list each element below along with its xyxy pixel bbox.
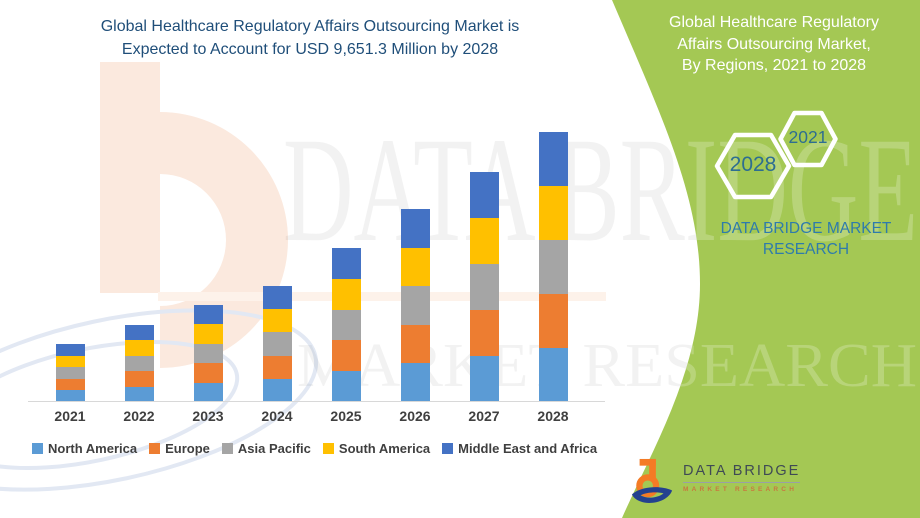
logo-subtitle: MARKET RESEARCH [683, 486, 798, 493]
logo-title: DATA BRIDGE [683, 463, 801, 483]
bar-segment [55, 378, 85, 391]
legend-label: Europe [165, 441, 210, 456]
bar-segment [400, 208, 430, 248]
bar-segment [331, 309, 361, 341]
bar-segment [262, 309, 292, 333]
legend-item-europe: Europe [149, 441, 210, 456]
bar-segment [331, 371, 361, 402]
x-axis-label: 2022 [123, 408, 155, 424]
x-axis-label: 2023 [192, 408, 224, 424]
hexagon-2021-icon [778, 110, 838, 168]
bar-segment [193, 304, 223, 325]
bar-segment [193, 324, 223, 344]
bar-segment [124, 371, 154, 387]
hexagon-year-2028: 2028 [729, 153, 777, 176]
bar-segment [55, 367, 85, 379]
x-axis-label: 2028 [537, 408, 569, 424]
bar-segment [331, 248, 361, 279]
bar-segment [124, 325, 154, 341]
legend-item-asia-pacific: Asia Pacific [221, 441, 311, 456]
bar-segment [538, 348, 568, 402]
bar-segment [124, 386, 154, 402]
brand-text: DATA BRIDGE MARKET RESEARCH [698, 219, 914, 260]
bar-segment [193, 363, 223, 383]
x-axis-label: 2026 [399, 408, 431, 424]
bar-segment [400, 363, 430, 402]
main-title: Global Healthcare Regulatory Affairs Out… [35, 16, 585, 61]
bar-segment [55, 355, 85, 368]
bar-segment [331, 340, 361, 372]
bar-segment [262, 355, 292, 379]
hexagon-year-2021: 2021 [788, 127, 828, 147]
dbmr-logo: DATA BRIDGE MARKET RESEARCH [631, 455, 801, 505]
bar-segment [469, 217, 499, 264]
bar-segment [331, 278, 361, 310]
bar-segment [55, 343, 85, 356]
bar-segment [55, 390, 85, 402]
legend-swatch-asia-pacific [221, 443, 233, 454]
x-axis-label: 2024 [261, 408, 293, 424]
dbmr-logo-mark-icon [631, 458, 673, 503]
bar-segment [469, 309, 499, 356]
legend-swatch-north-america [32, 443, 43, 454]
bar-segment [469, 171, 499, 218]
legend-item-middle-east-africa: Middle East and Africa [442, 441, 597, 456]
bar-segment [469, 263, 499, 310]
legend-item-south-america: South America [322, 441, 431, 456]
bar-segment [124, 355, 154, 372]
bar-segment [124, 340, 154, 356]
bar-segment [262, 332, 292, 356]
main-title-line1: Global Healthcare Regulatory Affairs Out… [100, 18, 520, 35]
green-panel-shape [612, 0, 920, 518]
bar-segment [400, 324, 430, 364]
bar-segment [538, 132, 568, 186]
bar-segment [469, 355, 499, 402]
brand-text-line2: RESEARCH [762, 240, 850, 258]
bar-segment [262, 378, 292, 402]
bar-segment [400, 247, 430, 287]
legend-swatch-south-america [322, 443, 334, 454]
bar-segment [262, 285, 292, 310]
legend-label: Asia Pacific [237, 441, 311, 456]
main-title-line2: Expected to Account for USD 9,651.3 Mill… [121, 40, 499, 58]
bar-segment [538, 294, 568, 348]
side-panel-heading: Global Healthcare Regulatory Affairs Out… [640, 12, 908, 77]
legend-label: North America [48, 441, 138, 456]
bar-segment [193, 343, 223, 364]
bar-segment [538, 186, 568, 240]
x-axis-label: 2025 [330, 408, 362, 424]
side-panel-heading-line2: Affairs Outsourcing Market, [677, 35, 871, 53]
bar-segment [538, 240, 568, 294]
bar-segment [193, 382, 223, 402]
peach-logo-watermark [100, 62, 606, 368]
legend-item-north-america: North America [32, 441, 137, 456]
x-axis-line [28, 401, 605, 402]
x-axis-label: 2021 [54, 408, 86, 424]
chart-legend: North America Europe Asia Pacific South … [32, 441, 597, 456]
legend-label: Middle East and Africa [458, 441, 598, 456]
legend-swatch-europe [149, 443, 161, 454]
brand-text-line1: DATA BRIDGE MARKET [720, 220, 892, 237]
hexagon-2028-icon [714, 132, 792, 200]
x-axis-label: 2027 [468, 408, 500, 424]
side-panel-heading-line3: By Regions, 2021 to 2028 [681, 57, 867, 74]
legend-label: South America [338, 441, 431, 456]
legend-swatch-middle-east-africa [442, 443, 454, 454]
side-panel-heading-line1: Global Healthcare Regulatory [669, 14, 879, 31]
bar-segment [400, 286, 430, 325]
